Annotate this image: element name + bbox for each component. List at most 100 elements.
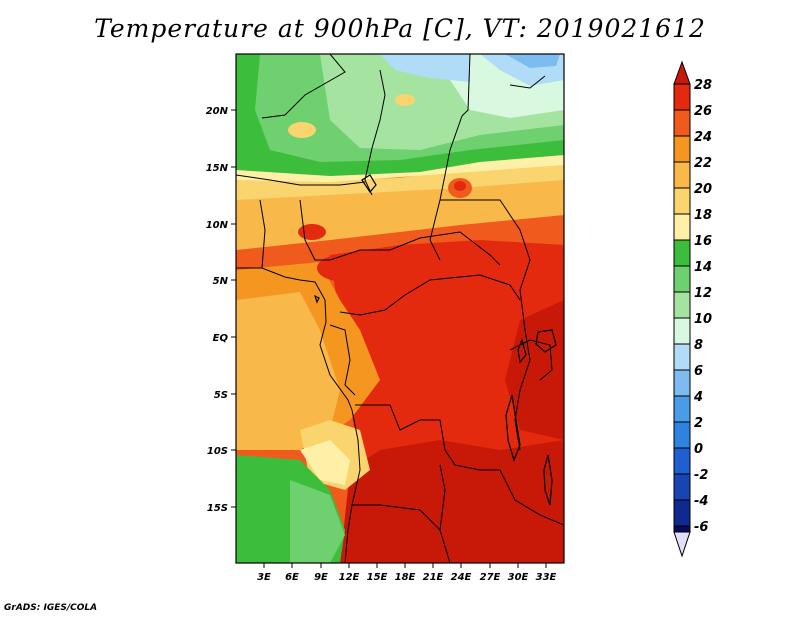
border-nigeria	[259, 199, 266, 269]
border-angola-zambia	[439, 464, 451, 563]
lake-tanganyika	[505, 394, 521, 462]
border-algeria-libya	[261, 54, 346, 119]
colorbar-box-14-16	[673, 239, 691, 267]
lat-label: 5S	[214, 390, 228, 401]
lake-victoria	[535, 329, 557, 353]
border-nigeria-cameroon	[299, 199, 330, 261]
coastline-west	[236, 267, 361, 563]
border-northeast	[509, 75, 546, 89]
colorbar-box-m6-m4	[673, 499, 691, 527]
colorbar-label: 10	[694, 312, 712, 327]
lat-labels: 20N 15N 10N 5N EQ 5S 10S 15S	[206, 106, 229, 514]
lon-label: 18E	[395, 572, 416, 583]
lat-axis	[231, 109, 236, 508]
hotspot-cameroon	[317, 254, 373, 282]
lon-label: 30E	[508, 572, 529, 583]
lon-label: 9E	[314, 572, 328, 583]
lat-label: 15N	[206, 163, 229, 174]
lake-malawi	[543, 454, 553, 506]
political-borders	[236, 54, 564, 563]
lon-label: 3E	[257, 572, 271, 583]
colorbar-label: -4	[694, 494, 708, 509]
zone-4-6-libya	[505, 54, 560, 68]
lat-label: 10S	[207, 446, 228, 457]
border-angola-namibia	[352, 504, 441, 531]
lake-chad	[361, 174, 377, 193]
colorbar-box-8-10	[673, 317, 691, 345]
lon-label: 27E	[480, 572, 501, 583]
colorbar-box-26-28	[673, 83, 691, 111]
colorbar-label: 18	[694, 208, 712, 223]
lakes	[313, 174, 557, 506]
lon-label: 15E	[367, 572, 388, 583]
border-drc-angola	[355, 404, 500, 471]
map-title: Temperature at 900hPa [C], VT: 201902161…	[94, 14, 706, 43]
colorbar-box-18-20	[673, 187, 691, 215]
gulf-island	[313, 294, 320, 304]
colorbar-box-22-24	[673, 135, 691, 163]
zone-12-14-southwest	[290, 480, 345, 563]
cool-spot-sahara	[395, 94, 415, 106]
colorbar-label: 12	[694, 286, 712, 301]
border-congo-drc	[339, 274, 521, 316]
colorbar-label: -6	[694, 520, 708, 535]
colorbar-label: 14	[694, 260, 712, 275]
lat-label: EQ	[213, 333, 229, 344]
lon-axis	[263, 563, 547, 568]
colorbar-box-2-4	[673, 395, 691, 423]
hotspot-chad	[298, 224, 326, 240]
colorbar-label: 24	[694, 130, 712, 145]
zone-above-28	[340, 440, 564, 563]
colorbar-box-m2-0	[673, 447, 691, 475]
colorbar-tip-bottom	[673, 531, 691, 558]
zone-16-18-angola	[300, 440, 350, 485]
lat-label: 15S	[207, 503, 228, 514]
border-sahel	[236, 174, 366, 186]
plot-frame	[235, 53, 565, 564]
colorbar-label: -2	[694, 468, 708, 483]
colorbar-box-4-6	[673, 369, 691, 397]
lon-labels: 3E 6E 9E 12E 15E 18E 21E 24E 27E 30E 33E	[257, 572, 556, 583]
temperature-field	[236, 54, 564, 563]
colorbar-tip-top	[673, 60, 691, 85]
border-south-sudan	[440, 199, 531, 291]
colorbar	[673, 60, 691, 558]
zone-6-8-northeast	[380, 54, 470, 82]
colorbar-box-6-8	[673, 343, 691, 371]
lon-label: 6E	[285, 572, 299, 583]
colorbar-box-below	[673, 525, 691, 533]
colorbar-label: 20	[694, 182, 712, 197]
border-niger-chad	[364, 69, 386, 196]
colorbar-label: 6	[694, 364, 703, 379]
zone-above-28-east	[505, 300, 564, 440]
lon-label: 33E	[536, 572, 557, 583]
colorbar-box-20-22	[673, 161, 691, 189]
colorbar-label: 0	[694, 442, 703, 457]
lat-label: 20N	[206, 106, 229, 117]
colorbar-box-m4-m2	[673, 473, 691, 501]
colorbar-label: 2	[694, 416, 703, 431]
lon-label: 21E	[423, 572, 444, 583]
border-libya-egypt	[461, 54, 471, 117]
zone-20-22-coast	[236, 292, 340, 450]
grads-credit: GrADS: IGES/COLA	[4, 603, 98, 613]
colorbar-label: 26	[694, 104, 712, 119]
colorbar-labels: 28 26 24 22 20 18 16 14 12 10 8 6 4 2 0 …	[693, 78, 712, 535]
colorbar-box-24-26	[673, 109, 691, 137]
lake-albert	[517, 338, 527, 364]
colorbar-box-16-18	[673, 213, 691, 241]
lat-label: 10N	[206, 220, 229, 231]
colorbar-label: 22	[694, 156, 712, 171]
lon-label: 24E	[451, 572, 472, 583]
border-congo-gabon	[329, 324, 356, 396]
colorbar-box-12-14	[673, 265, 691, 293]
border-zambia-south	[499, 469, 564, 526]
colorbar-label: 28	[694, 78, 712, 93]
colorbar-box-0-2	[673, 421, 691, 449]
colorbar-box-10-12	[673, 291, 691, 319]
lat-label: 5N	[213, 276, 229, 287]
colorbar-label: 16	[694, 234, 712, 249]
cool-spot-tibesti	[288, 122, 316, 138]
colorbar-label: 8	[694, 338, 703, 353]
